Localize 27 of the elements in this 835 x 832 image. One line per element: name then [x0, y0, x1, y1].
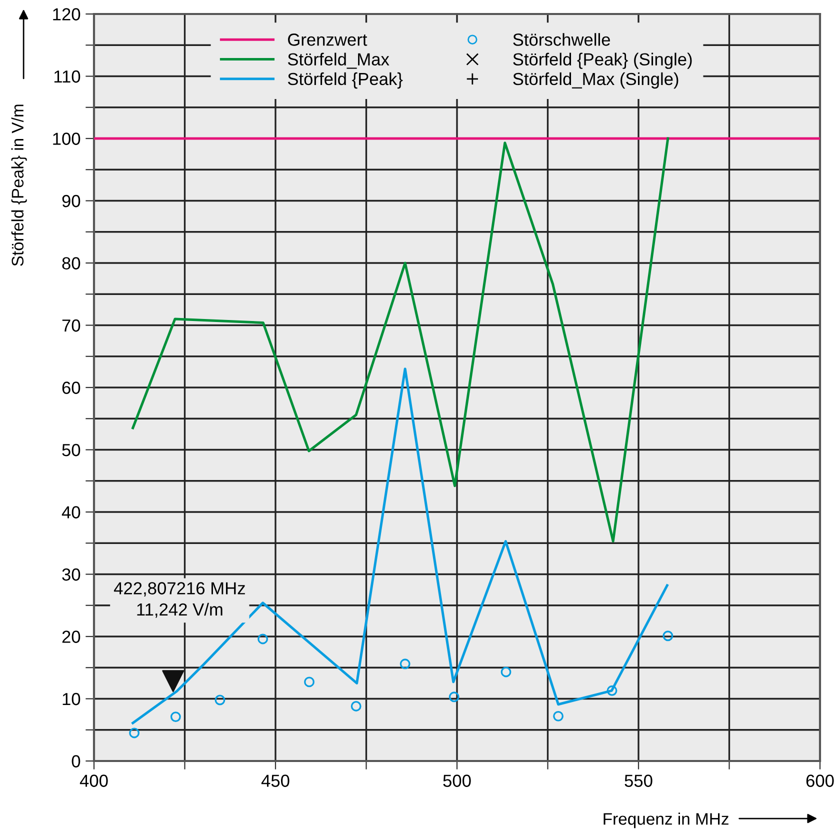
- y-tick-label: 120: [53, 8, 80, 20]
- y-tick-label: 50: [62, 444, 80, 456]
- legend-label: Störfeld_Max (Single): [513, 72, 678, 89]
- x-tick-label: 600: [806, 774, 834, 787]
- y-tick-label: 10: [62, 692, 80, 706]
- y-tick-label: 0: [72, 755, 80, 768]
- x-tick-label: 550: [624, 774, 652, 787]
- y-tick-label: 70: [62, 319, 80, 332]
- y-tick-label: 110: [54, 70, 80, 83]
- legend-label: Störfeld_Max: [288, 52, 390, 69]
- y-tick-label: 60: [62, 382, 80, 394]
- legend-label: Störschwelle: [513, 33, 610, 46]
- annotation: 422,807216 MHz 11,242 V/m: [114, 582, 245, 618]
- x-tick-label: 450: [261, 774, 290, 787]
- y-tick-label: 30: [62, 568, 80, 581]
- y-tick-label: 40: [62, 506, 80, 518]
- x-tick-label: 500: [443, 774, 471, 787]
- x-axis-title: Frequenz in MHz: [604, 812, 728, 828]
- x-tick-label: 400: [80, 774, 108, 787]
- y-tick-label: 80: [62, 257, 80, 270]
- y-tick-label: 20: [62, 630, 80, 643]
- legend-label: Grenzwert: [288, 34, 368, 46]
- y-tick-label: 100: [53, 132, 80, 145]
- y-tick-label: 90: [62, 194, 80, 208]
- legend-label: Störfeld {Peak}: [288, 72, 403, 89]
- legend-label: Störfeld {Peak} (Single): [513, 52, 692, 69]
- y-axis-title: Störfeld {Peak} in V/m: [11, 104, 27, 266]
